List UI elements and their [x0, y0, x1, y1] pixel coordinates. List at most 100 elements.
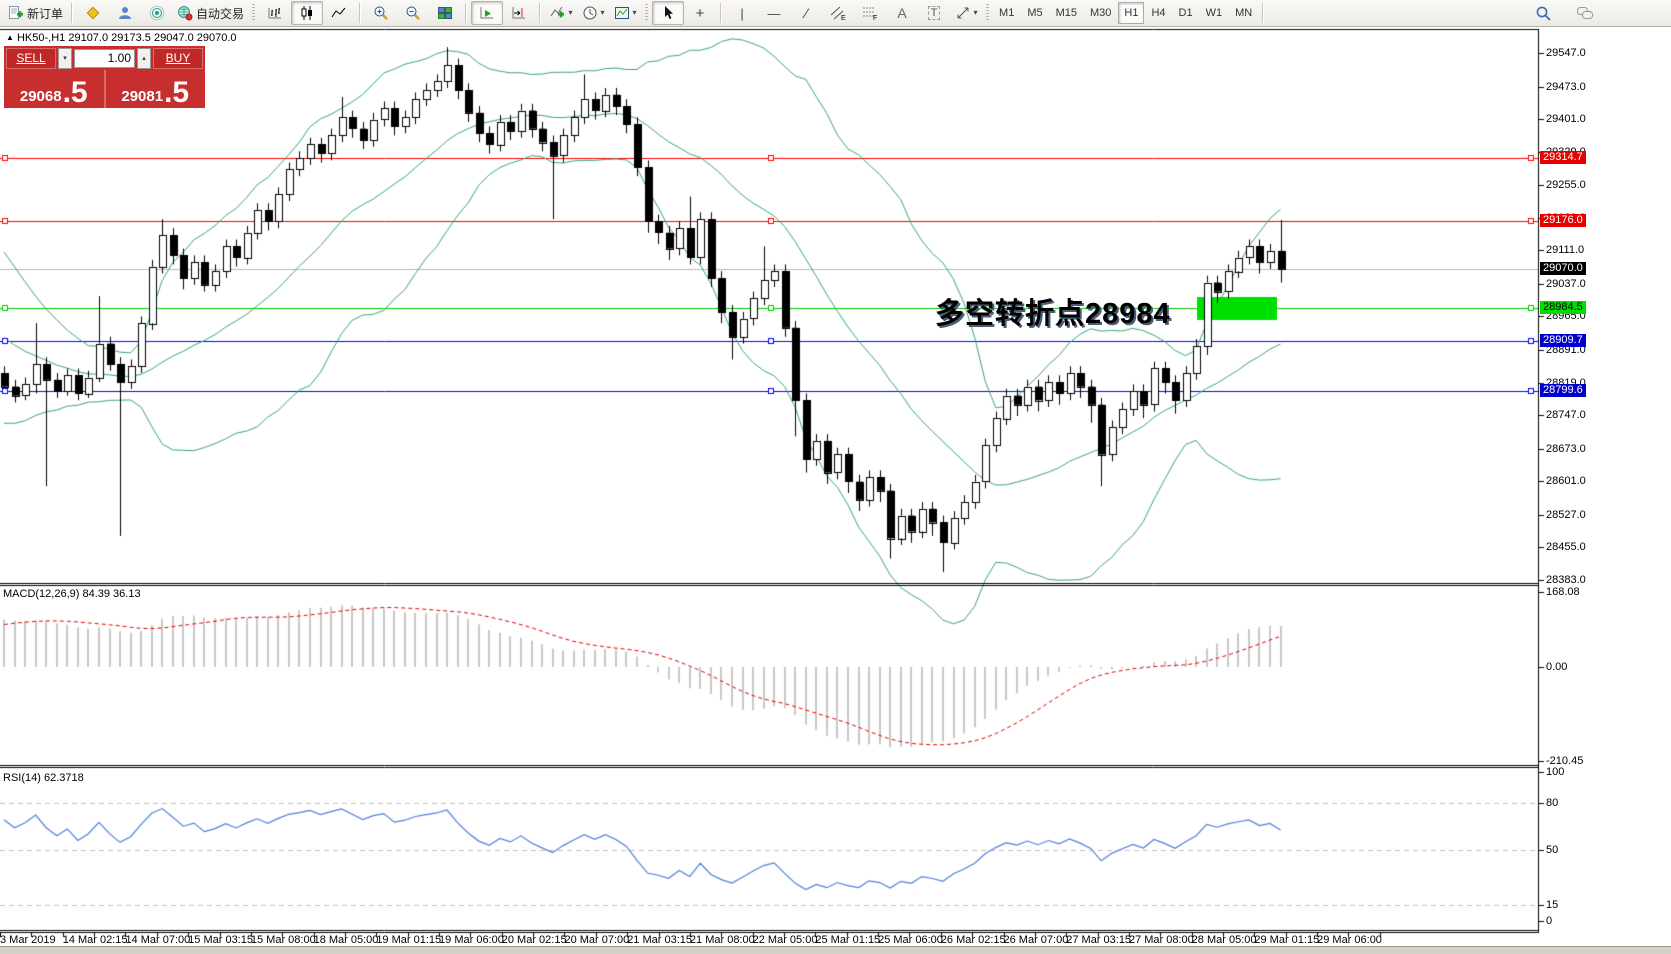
svg-text:F: F	[873, 15, 877, 21]
text-icon: A	[897, 5, 907, 21]
trade-panel-price-row: 29068 .5 29081 .5	[4, 70, 205, 108]
toolbar-handle	[645, 4, 649, 22]
collapse-triangle-icon[interactable]: ▲	[6, 33, 14, 42]
bar-chart-icon	[268, 8, 282, 19]
new-order-icon	[9, 6, 23, 19]
timeframe-m1-button[interactable]: M1	[999, 7, 1015, 19]
signals-button[interactable]	[141, 1, 173, 25]
chat-button[interactable]	[1569, 1, 1601, 25]
buy-price-main: 29081	[121, 88, 164, 105]
timeframe-m30-button[interactable]: M30	[1090, 7, 1112, 19]
volume-up-button[interactable]: ▴	[137, 47, 151, 69]
price-tick-label: 28673.0	[1546, 442, 1586, 455]
new-order-button[interactable]: 新订单	[4, 1, 67, 25]
volume-input[interactable]	[74, 48, 135, 68]
timeframe-d1-button[interactable]: D1	[1178, 7, 1193, 19]
toolbar-handle	[986, 4, 990, 22]
time-tick-label: 25 Mar 06:00	[878, 934, 943, 946]
timeframe-h4-button[interactable]: H4	[1151, 7, 1166, 19]
time-tick-label: 3 Mar 2019	[0, 934, 56, 946]
buy-price-frac: .5	[164, 75, 190, 109]
chart-shift-icon	[512, 7, 526, 19]
time-tick-label: 14 Mar 07:00	[125, 934, 191, 946]
search-button[interactable]	[1527, 1, 1559, 25]
toolbar-separator	[1262, 3, 1265, 23]
horizontal-line-icon: —	[767, 5, 781, 21]
price-level-badge: 29314.7	[1540, 151, 1586, 165]
one-click-trading-panel: SELL ▾ ▴ BUY 29068 .5 29081 .5	[4, 46, 205, 108]
arrows-button[interactable]: ▾	[950, 1, 982, 25]
rsi-tick-label: 15	[1546, 899, 1559, 911]
fibonacci-icon: F	[863, 7, 877, 21]
tile-windows-button[interactable]	[429, 1, 461, 25]
vertical-line-icon: |	[740, 5, 744, 21]
templates-button[interactable]: ▾	[609, 1, 641, 25]
cursor-icon	[665, 6, 674, 19]
chart-title-text: HK50-,H1 29107.0 29173.5 29047.0 29070.0	[16, 32, 237, 44]
profiles-button[interactable]	[109, 1, 141, 25]
fibonacci-button[interactable]: F	[854, 1, 886, 25]
time-tick-label: 27 Mar 03:15	[1066, 934, 1132, 946]
equidistant-channel-button[interactable]: E	[822, 1, 854, 25]
main-toolbar: 新订单 自动交易	[0, 0, 1671, 27]
market-watch-button[interactable]	[77, 1, 109, 25]
indicators-icon	[550, 6, 564, 18]
chart-title: ▲ HK50-,H1 29107.0 29173.5 29047.0 29070…	[6, 32, 237, 44]
zoom-out-button[interactable]	[397, 1, 429, 25]
label-icon: T	[927, 6, 941, 20]
time-axis[interactable]: 3 Mar 2019 14 Mar 02:15 14 Mar 07:00 15 Mar…	[0, 934, 1671, 948]
timeframe-mn-button[interactable]: MN	[1235, 7, 1253, 19]
time-tick-label: 14 Mar 02:15	[62, 934, 128, 946]
crosshair-button[interactable]: +	[684, 1, 716, 25]
cursor-button[interactable]	[652, 1, 685, 25]
horizontal-line-button[interactable]: —	[758, 1, 790, 25]
timeframe-h1-button[interactable]: H1	[1118, 2, 1145, 24]
auto-trading-button[interactable]: 自动交易	[173, 1, 248, 25]
price-tick-label: 28383.0	[1546, 573, 1586, 586]
sell-button[interactable]: SELL	[6, 47, 56, 69]
search-icon	[1536, 6, 1551, 21]
macd-label: MACD(12,26,9) 84.39 36.13	[3, 588, 141, 600]
arrow-up-icon: ▴	[142, 55, 146, 62]
volume-down-button[interactable]: ▾	[58, 47, 72, 69]
indicators-button[interactable]: ▾	[545, 1, 577, 25]
label-button[interactable]: T	[918, 1, 950, 25]
price-level-badge: 28984.5	[1540, 300, 1586, 314]
macd-tick-label: 0.00	[1546, 661, 1568, 673]
candlestick-chart-button[interactable]	[291, 1, 324, 25]
time-tick-label: 20 Mar 02:15	[501, 934, 567, 946]
price-tick-label: 29473.0	[1546, 80, 1586, 93]
price-tick-label: 28455.0	[1546, 541, 1586, 554]
time-tick-label: 15 Mar 08:00	[250, 934, 316, 946]
auto-scroll-button[interactable]	[471, 1, 504, 25]
time-tick-label: 19 Mar 01:15	[376, 934, 442, 946]
time-tick-label: 22 Mar 05:00	[752, 934, 818, 946]
toolbar-separator	[539, 3, 542, 23]
timeframe-m5-button[interactable]: M5	[1027, 7, 1043, 19]
chart-shift-button[interactable]	[503, 1, 535, 25]
trendline-button[interactable]: /	[790, 1, 822, 25]
trendline-icon: /	[801, 5, 811, 21]
line-chart-button[interactable]	[323, 1, 355, 25]
periods-button[interactable]: ▾	[577, 1, 609, 25]
timeframe-m15-button[interactable]: M15	[1055, 7, 1077, 19]
macd-tick-label: 168.08	[1546, 586, 1580, 598]
chevron-down-icon: ▾	[600, 8, 605, 17]
price-level-badge: 29070.0	[1540, 261, 1586, 275]
turning-point-annotation: 多空转折点28984	[935, 298, 1171, 330]
zoom-in-button[interactable]	[365, 1, 397, 25]
zoom-out-icon	[406, 6, 420, 20]
crosshair-icon: +	[695, 4, 705, 22]
sell-price[interactable]: 29068 .5	[4, 70, 104, 108]
profiles-icon	[119, 7, 132, 19]
buy-button[interactable]: BUY	[153, 47, 203, 69]
time-tick-label: 26 Mar 02:15	[940, 934, 1006, 946]
vertical-line-button[interactable]: |	[726, 1, 758, 25]
timeframe-w1-button[interactable]: W1	[1205, 7, 1223, 19]
arrow-down-icon: ▾	[63, 55, 67, 62]
text-button[interactable]: A	[886, 1, 918, 25]
bar-chart-button[interactable]	[259, 1, 291, 25]
chat-icon	[1577, 7, 1593, 19]
buy-price[interactable]: 29081 .5	[106, 70, 206, 108]
